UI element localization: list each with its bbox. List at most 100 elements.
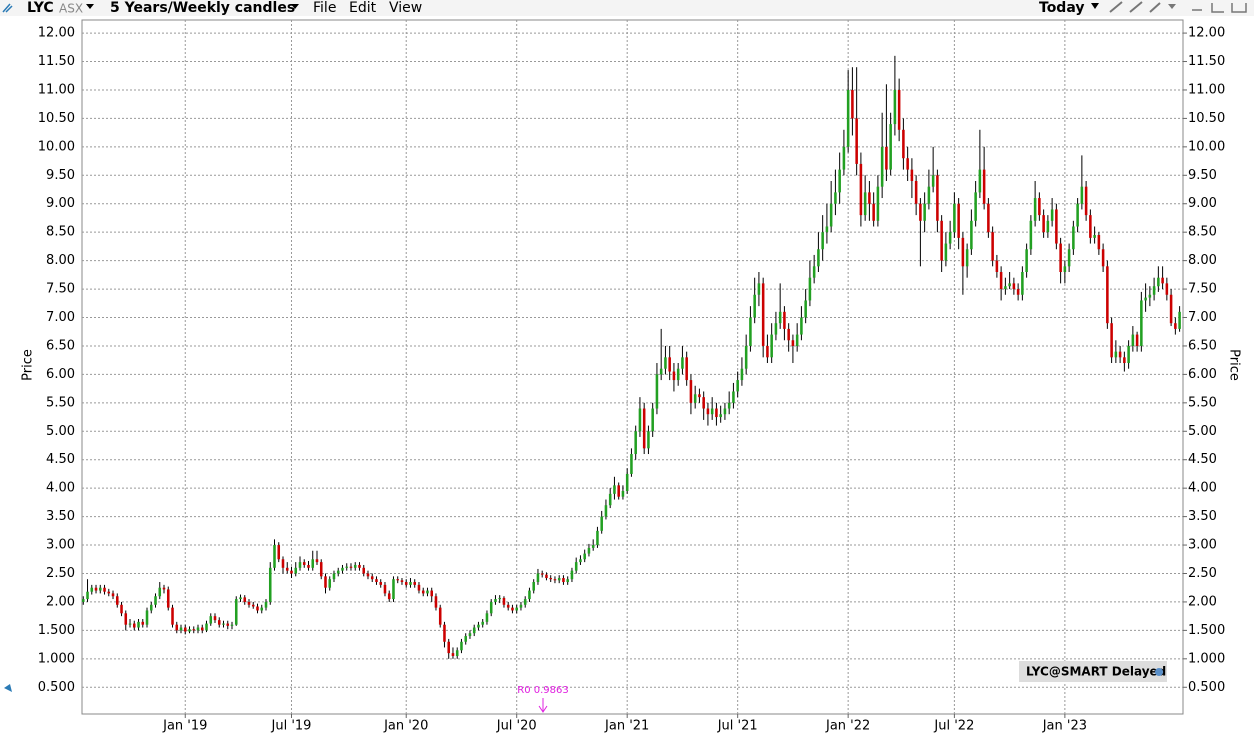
- y-tick-label-right: 1.000: [1188, 651, 1225, 666]
- candle-body: [1021, 272, 1024, 295]
- y-tick-label: 8.00: [46, 253, 75, 268]
- candle-body: [897, 89, 901, 130]
- y-tick-label: 9.50: [46, 168, 75, 183]
- y-tick-label-right: 6.50: [1188, 338, 1217, 353]
- y-tick-label-right: 7.00: [1188, 310, 1217, 325]
- candle-body: [834, 192, 837, 204]
- candle-body: [141, 621, 145, 625]
- candle-body: [961, 237, 965, 267]
- candle-body: [817, 249, 820, 267]
- y-tick-label: 8.50: [46, 225, 75, 240]
- y-tick-label: 0.500: [38, 680, 75, 695]
- menu-view[interactable]: View: [389, 0, 422, 16]
- candle-body: [188, 629, 191, 632]
- candle-body: [281, 559, 285, 568]
- candle-body: [1063, 266, 1067, 273]
- candle-body: [642, 408, 646, 449]
- badge: LYC@SMART Delayed: [1026, 665, 1166, 679]
- candle-body: [392, 579, 395, 600]
- dropdown-arrow[interactable]: [86, 4, 94, 9]
- window-controls[interactable]: [1192, 3, 1247, 13]
- candle-body: [294, 567, 298, 574]
- candle-body: [345, 566, 349, 568]
- candle-body: [379, 582, 383, 585]
- candle-body: [800, 317, 803, 335]
- symbol[interactable]: LYC: [27, 0, 54, 16]
- menu-edit[interactable]: Edit: [349, 0, 377, 16]
- x-tick-label: Jan '23: [1042, 719, 1087, 734]
- period[interactable]: 5 Years/Weekly candles: [110, 0, 295, 16]
- y-tick-label-right: 3.00: [1188, 538, 1217, 553]
- candle-body: [583, 553, 586, 560]
- y-tick-label-right: 11.00: [1188, 82, 1225, 97]
- dropdown-arrow[interactable]: [291, 4, 299, 9]
- y-tick-label: 3.00: [46, 538, 75, 553]
- candle-body: [430, 590, 433, 597]
- y-tick-label-right: 3.50: [1188, 509, 1217, 524]
- exchange[interactable]: ASX: [59, 2, 83, 16]
- candle-body: [124, 613, 128, 625]
- candle-body: [685, 357, 688, 381]
- candle-body: [570, 570, 574, 580]
- candle-body: [506, 604, 510, 608]
- y-tick-label-right: 11.50: [1188, 54, 1225, 69]
- candle-body: [651, 408, 654, 432]
- candle-body: [532, 582, 535, 591]
- candle-body: [1029, 220, 1033, 250]
- candle-body: [1089, 215, 1092, 238]
- candle-body: [557, 578, 561, 581]
- candle-body: [625, 473, 629, 492]
- candle-body: [1114, 351, 1118, 358]
- candle-body: [1110, 323, 1113, 358]
- candles: [82, 55, 1181, 659]
- candle-body: [243, 597, 247, 602]
- candle-body: [247, 601, 251, 605]
- candle-body: [868, 192, 871, 204]
- candle-body: [808, 277, 812, 301]
- candle-body: [787, 328, 790, 341]
- candle-body: [209, 616, 213, 624]
- menu-file[interactable]: File: [313, 0, 336, 16]
- candle-body: [485, 613, 489, 622]
- candle-body: [375, 579, 378, 583]
- candle-body: [451, 653, 455, 656]
- candle-body: [838, 169, 841, 193]
- candle-body: [851, 89, 854, 119]
- candle-body: [906, 158, 909, 170]
- candle-body: [171, 607, 174, 625]
- candle-body: [757, 283, 761, 295]
- candle-body: [396, 579, 399, 581]
- candle-body: [1080, 186, 1084, 204]
- candle-body: [978, 169, 982, 193]
- candle-body: [1055, 209, 1058, 244]
- candle-body: [829, 203, 833, 227]
- candle-body: [426, 590, 429, 594]
- candle-body: [502, 597, 506, 605]
- dropdown-arrow[interactable]: [1168, 4, 1176, 9]
- candle-body: [511, 607, 514, 611]
- candle-body: [1106, 266, 1109, 324]
- y-tick-label-right: 4.50: [1188, 452, 1217, 467]
- plot-frame: [81, 19, 1184, 715]
- candle-body: [264, 601, 268, 608]
- dropdown-arrow[interactable]: [1091, 3, 1099, 9]
- candle-body: [128, 623, 132, 625]
- badge-bg: [1019, 661, 1167, 682]
- candle-body: [710, 408, 714, 415]
- candle-body: [455, 650, 459, 656]
- range[interactable]: Today: [1039, 0, 1084, 16]
- candle-body: [927, 186, 931, 204]
- y-axis-label: Price: [21, 349, 36, 381]
- candle-body: [234, 599, 238, 625]
- candle-body: [1084, 186, 1088, 216]
- candle-body: [404, 582, 408, 585]
- candle-body: [749, 317, 752, 346]
- y-tick-label: 11.00: [38, 82, 75, 97]
- y-tick-label-right: 2.50: [1188, 566, 1217, 581]
- badge-icon: [1155, 668, 1163, 676]
- candle-body: [727, 402, 731, 409]
- tool-icons[interactable]: [1109, 1, 1161, 13]
- candle-body: [914, 180, 918, 204]
- candle-body: [706, 408, 710, 415]
- candle-body: [999, 272, 1003, 290]
